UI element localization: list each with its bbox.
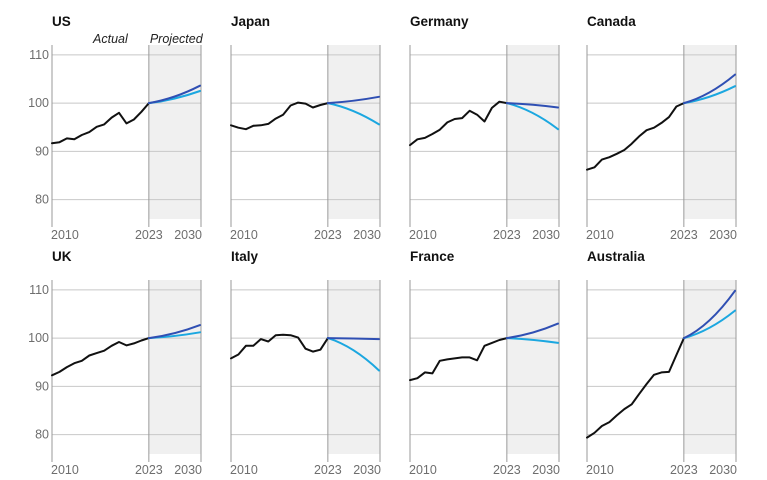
projected-low-series-line <box>326 102 380 126</box>
x-tick-label: 2030 <box>353 463 381 477</box>
x-tick-label: 2023 <box>493 228 521 242</box>
y-tick-label: 100 <box>28 331 49 345</box>
panel-us: US 80 90 100 110 2010 2023 2030 Actual Projected <box>28 14 204 242</box>
projected-high-series-line <box>326 337 380 341</box>
x-tick-label: 2023 <box>314 228 342 242</box>
x-tick-label: 2010 <box>230 228 258 242</box>
projected-high-series-line <box>682 73 736 105</box>
panel-italy: Italy 2010 2023 2030 <box>230 249 381 477</box>
x-tick-label: 2010 <box>586 228 614 242</box>
x-tick-label: 2023 <box>670 463 698 477</box>
actual-series-line <box>51 337 150 377</box>
projected-high-series-line <box>505 322 559 340</box>
panel-germany: Germany 2010 2023 2030 <box>409 14 560 242</box>
projected-low-series-line <box>326 337 380 372</box>
x-tick-label: 2010 <box>409 228 437 242</box>
panel-uk: UK 80 90 100 110 2010 2023 2030 <box>28 249 202 477</box>
actual-series-line <box>409 337 508 382</box>
actual-series-line <box>230 333 329 360</box>
panel-japan: Japan 2010 2023 2030 <box>230 14 381 242</box>
actual-series-line <box>51 102 150 145</box>
x-tick-label: 2030 <box>174 463 202 477</box>
projected-high-series-line <box>326 95 380 105</box>
y-tick-label: 110 <box>29 283 49 297</box>
projection-shade <box>148 45 201 219</box>
projection-shade <box>148 280 201 454</box>
projection-shade <box>327 280 380 454</box>
projection-shade <box>683 280 736 454</box>
y-tick-label: 90 <box>35 144 49 158</box>
x-tick-label: 2030 <box>353 228 381 242</box>
panel-canada: Canada 2010 2023 2030 <box>586 14 737 242</box>
projected-high-series-line <box>147 324 201 340</box>
projected-high-series-line <box>147 84 201 105</box>
projected-label: Projected <box>150 32 204 46</box>
panel-title: Germany <box>410 14 469 29</box>
x-tick-label: 2010 <box>51 463 79 477</box>
x-tick-label: 2023 <box>135 463 163 477</box>
actual-series-line <box>586 337 685 439</box>
panel-france: France 2010 2023 2030 <box>409 249 560 477</box>
x-tick-label: 2010 <box>409 463 437 477</box>
panel-australia: Australia 2010 2023 2030 <box>586 249 737 477</box>
x-tick-label: 2010 <box>586 463 614 477</box>
x-tick-label: 2023 <box>670 228 698 242</box>
y-tick-label: 110 <box>29 48 49 62</box>
x-tick-label: 2023 <box>493 463 521 477</box>
y-tick-label: 100 <box>28 96 49 110</box>
projection-shade <box>506 45 559 219</box>
panel-title: Japan <box>231 14 270 29</box>
panel-title: France <box>410 249 455 264</box>
y-tick-label: 80 <box>35 193 49 207</box>
x-tick-label: 2030 <box>709 228 737 242</box>
panel-title: Italy <box>231 249 259 264</box>
x-tick-label: 2030 <box>532 463 560 477</box>
panel-title: Canada <box>587 14 636 29</box>
y-tick-label: 80 <box>35 428 49 442</box>
actual-series-line <box>586 102 685 171</box>
x-tick-label: 2010 <box>230 463 258 477</box>
x-tick-label: 2030 <box>174 228 202 242</box>
panel-title: US <box>52 14 71 29</box>
projected-high-series-line <box>682 289 736 340</box>
actual-label: Actual <box>92 32 129 46</box>
panel-title: Australia <box>587 249 645 264</box>
actual-series-line <box>409 100 508 147</box>
projected-low-series-line <box>505 102 559 131</box>
x-tick-label: 2030 <box>709 463 737 477</box>
x-tick-label: 2023 <box>314 463 342 477</box>
y-tick-label: 90 <box>35 379 49 393</box>
projection-shade <box>327 45 380 219</box>
projected-high-series-line <box>505 102 559 109</box>
projection-shade <box>506 280 559 454</box>
x-tick-label: 2010 <box>51 228 79 242</box>
projection-shade <box>683 45 736 219</box>
panel-title: UK <box>52 249 72 264</box>
x-tick-label: 2030 <box>532 228 560 242</box>
x-tick-label: 2023 <box>135 228 163 242</box>
actual-series-line <box>230 101 329 131</box>
